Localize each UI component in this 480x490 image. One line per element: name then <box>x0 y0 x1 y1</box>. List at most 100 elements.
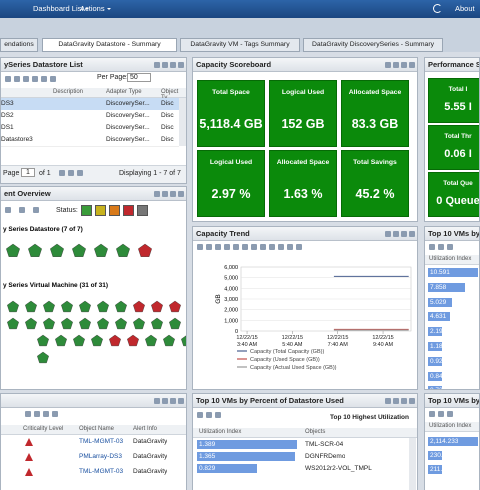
toolbar-button[interactable] <box>429 244 435 250</box>
per-page-select[interactable]: 50 <box>127 73 151 82</box>
menu[interactable]: Dashboard List <box>33 4 84 13</box>
toolbar-button[interactable] <box>206 244 212 250</box>
status-icon[interactable] <box>7 317 19 330</box>
toolbar-button[interactable] <box>385 62 391 68</box>
toolbar-button[interactable] <box>206 412 212 418</box>
status-icon[interactable] <box>169 300 181 313</box>
toolbar-button[interactable] <box>162 398 168 404</box>
toolbar-button[interactable] <box>25 411 31 417</box>
status-icon[interactable] <box>94 243 108 257</box>
toolbar-button[interactable] <box>41 76 47 82</box>
toolbar-button[interactable] <box>19 207 25 213</box>
toolbar-button[interactable] <box>409 398 415 404</box>
about-link[interactable]: About <box>455 4 475 13</box>
status-icon[interactable] <box>61 317 73 330</box>
status-icon[interactable] <box>169 317 181 330</box>
toolbar-button[interactable] <box>251 244 257 250</box>
tab[interactable]: DataGravity Datastore - Summary <box>42 38 177 52</box>
tab[interactable]: DataGravity DiscoverySeries - Summary <box>303 38 443 52</box>
status-icon[interactable] <box>151 300 163 313</box>
toolbar-button[interactable] <box>43 411 49 417</box>
status-icon[interactable] <box>28 243 42 257</box>
toolbar-button[interactable] <box>401 62 407 68</box>
toolbar-button[interactable] <box>224 244 230 250</box>
toolbar-button[interactable] <box>242 244 248 250</box>
status-icon[interactable] <box>79 317 91 330</box>
status-icon[interactable] <box>138 243 152 257</box>
toolbar-button[interactable] <box>447 411 453 417</box>
status-icon[interactable] <box>79 300 91 313</box>
page-input[interactable]: 1 <box>21 168 35 177</box>
toolbar-button[interactable] <box>23 76 29 82</box>
toolbar-button[interactable] <box>5 207 11 213</box>
toolbar-button[interactable] <box>215 244 221 250</box>
status-filter[interactable] <box>137 205 148 216</box>
status-icon[interactable] <box>133 317 145 330</box>
toolbar-button[interactable] <box>296 244 302 250</box>
toolbar-button[interactable] <box>154 62 160 68</box>
toolbar-button[interactable] <box>278 244 284 250</box>
toolbar-button[interactable] <box>401 398 407 404</box>
status-icon[interactable] <box>43 300 55 313</box>
toolbar-button[interactable] <box>233 244 239 250</box>
toolbar-button[interactable] <box>50 76 56 82</box>
alert-object[interactable]: TML-MGMT-03 <box>79 438 124 445</box>
refresh-button[interactable] <box>433 4 442 13</box>
toolbar-button[interactable] <box>178 191 184 197</box>
status-icon[interactable] <box>181 335 187 347</box>
toolbar-button[interactable] <box>197 244 203 250</box>
toolbar-button[interactable] <box>178 398 184 404</box>
status-filter[interactable] <box>109 205 120 216</box>
status-icon[interactable] <box>97 300 109 313</box>
table-row[interactable] <box>1 134 179 147</box>
toolbar-button[interactable] <box>385 398 391 404</box>
tab[interactable]: DataGravity VM - Tags Summary <box>180 38 300 52</box>
status-icon[interactable] <box>151 317 163 330</box>
toolbar-button[interactable] <box>429 411 435 417</box>
status-icon[interactable] <box>72 243 86 257</box>
toolbar-button[interactable] <box>447 244 453 250</box>
toolbar-button[interactable] <box>154 398 160 404</box>
status-icon[interactable] <box>25 300 37 313</box>
toolbar-button[interactable] <box>287 244 293 250</box>
toolbar-button[interactable] <box>393 231 399 237</box>
status-icon[interactable] <box>55 334 67 347</box>
status-icon[interactable] <box>43 317 55 330</box>
toolbar-button[interactable] <box>393 62 399 68</box>
status-icon[interactable] <box>163 334 175 347</box>
toolbar-button[interactable] <box>409 231 415 237</box>
toolbar-button[interactable] <box>162 62 168 68</box>
status-icon[interactable] <box>6 243 20 257</box>
status-icon[interactable] <box>61 300 73 313</box>
toolbar-button[interactable] <box>52 411 58 417</box>
toolbar-button[interactable] <box>197 412 203 418</box>
toolbar-button[interactable] <box>32 76 38 82</box>
status-icon[interactable] <box>73 334 85 347</box>
toolbar-button[interactable] <box>438 411 444 417</box>
toolbar-button[interactable] <box>14 76 20 82</box>
toolbar-button[interactable] <box>269 244 275 250</box>
toolbar-button[interactable] <box>162 191 168 197</box>
status-icon[interactable] <box>50 243 64 257</box>
menu[interactable]: Actions <box>80 4 105 13</box>
status-icon[interactable] <box>25 317 37 330</box>
status-icon[interactable] <box>145 334 157 347</box>
toolbar-button[interactable] <box>154 191 160 197</box>
status-icon[interactable] <box>115 300 127 313</box>
status-icon[interactable] <box>127 334 139 347</box>
status-icon[interactable] <box>116 243 130 257</box>
alert-object[interactable]: PMLarray-DS3 <box>79 453 122 460</box>
toolbar-button[interactable] <box>178 62 184 68</box>
toolbar-button[interactable] <box>409 62 415 68</box>
status-icon[interactable] <box>91 334 103 347</box>
toolbar-button[interactable] <box>5 76 11 82</box>
alert-object[interactable]: TML-MGMT-03 <box>79 468 124 475</box>
toolbar-button[interactable] <box>33 207 39 213</box>
tab[interactable]: endations <box>0 38 38 52</box>
toolbar-button[interactable] <box>170 398 176 404</box>
toolbar-button[interactable] <box>170 62 176 68</box>
toolbar-button[interactable] <box>68 170 74 176</box>
toolbar-button[interactable] <box>385 231 391 237</box>
status-icon[interactable] <box>7 300 19 313</box>
toolbar-button[interactable] <box>260 244 266 250</box>
